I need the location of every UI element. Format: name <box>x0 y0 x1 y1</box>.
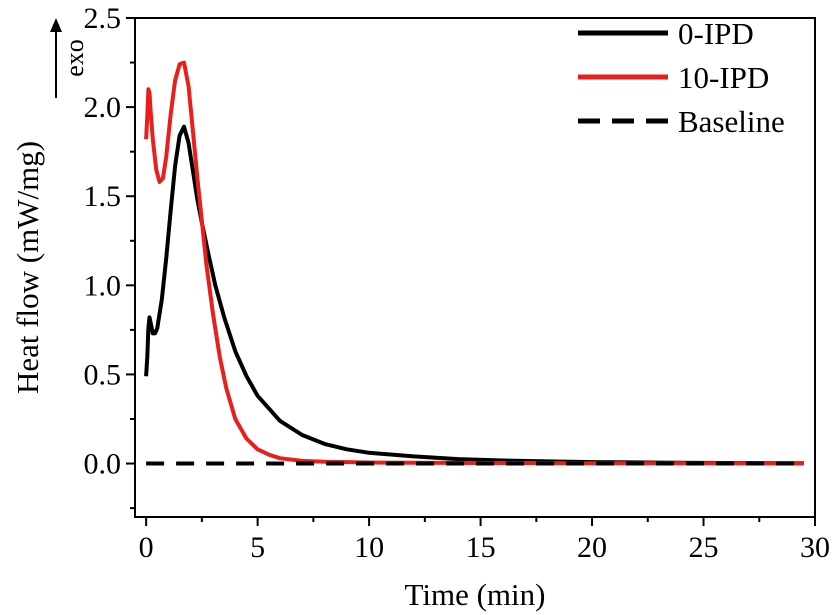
y-axis-title: Heat flow (mW/mg) <box>10 141 45 394</box>
y-tick-label: 0.0 <box>84 448 122 481</box>
exo-label: exo <box>60 39 89 77</box>
y-tick-label: 2.0 <box>84 91 122 124</box>
y-tick-label: 1.5 <box>84 180 122 213</box>
x-tick-label: 30 <box>800 531 830 564</box>
legend-label: 0-IPD <box>678 16 754 51</box>
legend: 0-IPD 10-IPD Baseline <box>578 16 785 139</box>
plot-lines <box>144 60 804 466</box>
x-axis-ticks: 0 5 10 15 20 25 30 <box>139 517 830 564</box>
x-axis-title: Time (min) <box>405 577 546 612</box>
x-tick-label: 25 <box>689 531 719 564</box>
x-tick-label: 0 <box>139 531 154 564</box>
y-tick-label: 0.5 <box>84 358 122 391</box>
x-tick-label: 10 <box>354 531 384 564</box>
exo-arrow-head <box>50 18 62 32</box>
legend-label: Baseline <box>678 104 785 139</box>
x-tick-label: 15 <box>466 531 496 564</box>
x-tick-label: 5 <box>250 531 265 564</box>
plot-frame <box>134 17 816 518</box>
y-axis-ticks: 0.0 0.5 1.0 1.5 2.0 2.5 <box>84 2 135 510</box>
y-tick-label: 2.5 <box>84 2 122 35</box>
y-tick-label: 1.0 <box>84 269 122 302</box>
exo-annotation: exo <box>50 18 89 98</box>
series-line-0-ipd <box>144 124 804 466</box>
x-tick-label: 20 <box>577 531 607 564</box>
legend-label: 10-IPD <box>678 60 769 95</box>
